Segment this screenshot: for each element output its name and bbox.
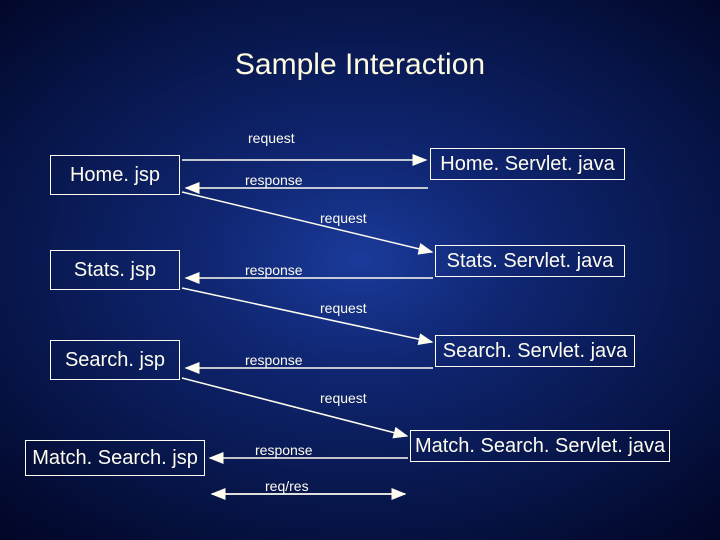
box-stats-jsp: Stats. jsp [50,250,180,290]
label-request-1: request [248,130,295,146]
label-request-3: request [320,300,367,316]
box-home-jsp: Home. jsp [50,155,180,195]
box-home-servlet: Home. Servlet. java [430,148,625,180]
box-search-servlet: Search. Servlet. java [435,335,635,367]
label-response-3: response [245,352,303,368]
page-title: Sample Interaction [0,48,720,82]
label-response-2: response [245,262,303,278]
box-search-jsp: Search. jsp [50,340,180,380]
label-request-2: request [320,210,367,226]
label-request-4: request [320,390,367,406]
label-response-1: response [245,172,303,188]
box-match-servlet: Match. Search. Servlet. java [410,430,670,462]
box-match-jsp: Match. Search. jsp [25,440,205,476]
box-stats-servlet: Stats. Servlet. java [435,245,625,277]
label-response-4: response [255,442,313,458]
label-reqres: req/res [265,478,309,494]
